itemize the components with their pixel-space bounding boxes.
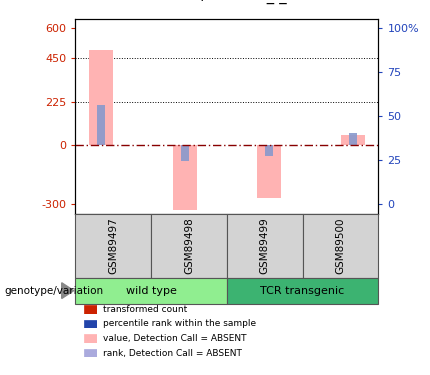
Bar (227, 214, 303, 278)
Text: GSM89500: GSM89500 (335, 217, 346, 274)
Bar (181, 146, 189, 161)
Bar (257, 146, 281, 198)
Bar (341, 135, 365, 146)
Text: value, Detection Call = ABSENT: value, Detection Call = ABSENT (103, 334, 247, 343)
Text: GSM89497: GSM89497 (108, 217, 118, 274)
Bar (264, 146, 273, 156)
Polygon shape (62, 283, 74, 298)
Text: transformed count: transformed count (103, 305, 187, 314)
Text: rank, Detection Call = ABSENT: rank, Detection Call = ABSENT (103, 349, 242, 358)
Bar (75, 278, 227, 304)
Bar (75, 214, 151, 278)
Text: TCR transgenic: TCR transgenic (261, 286, 345, 296)
Text: genotype/variation: genotype/variation (4, 286, 104, 296)
Text: GSM89498: GSM89498 (184, 217, 194, 274)
Text: wild type: wild type (126, 286, 176, 296)
Bar (173, 146, 197, 210)
Bar (303, 214, 378, 278)
Bar (97, 105, 105, 146)
Bar (227, 278, 378, 304)
Bar (349, 133, 357, 146)
Bar (151, 214, 227, 278)
Text: GDS1936 / 168057_f_at: GDS1936 / 168057_f_at (128, 0, 302, 4)
Bar (89, 50, 113, 146)
Text: percentile rank within the sample: percentile rank within the sample (103, 320, 256, 328)
Text: GSM89499: GSM89499 (260, 217, 270, 274)
